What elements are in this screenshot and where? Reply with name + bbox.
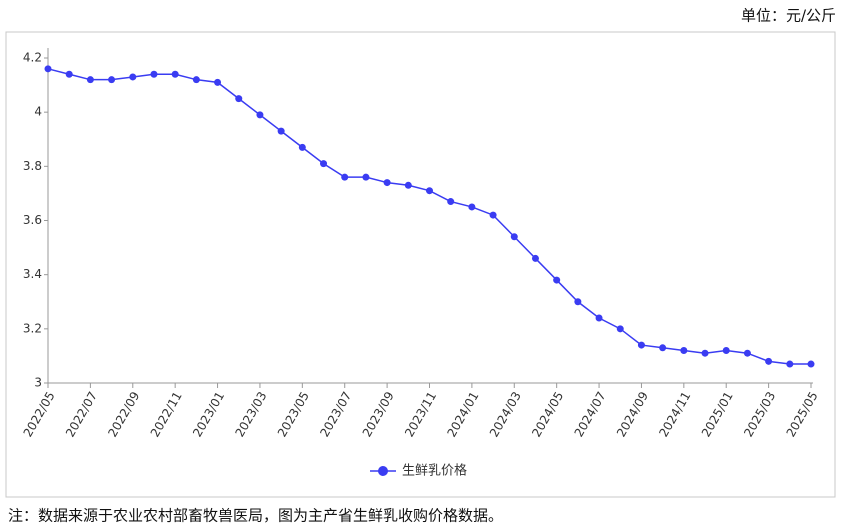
line (47, 68, 811, 365)
x-tick-label: 2024/03 (487, 389, 524, 439)
point (447, 198, 455, 206)
point (595, 314, 603, 322)
point (765, 357, 773, 365)
x-tick-label: 2023/09 (360, 389, 397, 439)
point (743, 349, 751, 357)
point (150, 70, 158, 78)
x-tick-label: 2025/05 (784, 389, 821, 439)
legend-marker (378, 466, 388, 476)
x-tick-label: 2023/11 (402, 389, 439, 439)
x-tick-label: 2024/07 (572, 389, 609, 439)
x-tick-label: 2024/09 (614, 389, 651, 439)
unit-label: 单位：元/公斤 (741, 7, 836, 25)
y-tick-label: 3.6 (23, 213, 42, 227)
point (44, 65, 52, 73)
note: 注：数据来源于农业农村部畜牧兽医局，图为主产省生鲜乳收购价格数据。 (8, 507, 503, 525)
x-tick-label: 2023/01 (190, 389, 227, 439)
point (86, 76, 94, 84)
point (235, 95, 243, 103)
point (807, 360, 815, 368)
point (298, 143, 306, 151)
point (383, 179, 391, 187)
x-tick-label: 2023/05 (275, 389, 312, 439)
x-tick-label: 2023/07 (317, 389, 354, 439)
chart-frame (5, 31, 836, 498)
x-tick-label: 2024/01 (444, 389, 481, 439)
point (214, 78, 222, 86)
point (256, 111, 264, 119)
point (426, 187, 433, 195)
y-tick-label: 4.2 (23, 51, 42, 65)
point (65, 70, 73, 78)
point (510, 233, 518, 241)
point (616, 325, 624, 333)
x-tick-label: 2023/03 (233, 389, 270, 439)
point (722, 347, 730, 354)
y-tick-label: 3.2 (23, 321, 42, 335)
point (341, 173, 349, 181)
x-tick-label: 2022/05 (21, 389, 58, 439)
y-tick-label: 3 (34, 376, 42, 390)
point (701, 349, 709, 357)
x-tick-label: 2024/05 (529, 389, 566, 439)
x-tick-label: 2022/09 (105, 389, 142, 439)
point (489, 211, 497, 219)
legend-label: 生鲜乳价格 (402, 463, 467, 479)
point (320, 160, 328, 168)
point (362, 173, 370, 181)
y-tick-label: 4 (34, 105, 42, 119)
x-tick-label: 2024/11 (656, 389, 693, 439)
point (192, 76, 200, 84)
point (659, 344, 667, 352)
x-tick-label: 2025/03 (741, 389, 778, 439)
point (553, 276, 561, 284)
point (637, 341, 645, 349)
point (531, 254, 539, 262)
point (108, 76, 116, 84)
point (129, 73, 137, 81)
point (171, 70, 179, 78)
point (786, 360, 794, 368)
y-tick-label: 3.4 (23, 267, 42, 281)
x-tick-label: 2022/11 (148, 389, 185, 439)
point (404, 181, 412, 189)
point (680, 347, 688, 354)
x-tick-label: 2022/07 (63, 389, 100, 439)
point (277, 127, 285, 135)
x-tick-label: 2025/01 (699, 389, 736, 439)
point (468, 203, 476, 211)
point (574, 298, 582, 306)
y-tick-label: 3.8 (23, 159, 42, 173)
